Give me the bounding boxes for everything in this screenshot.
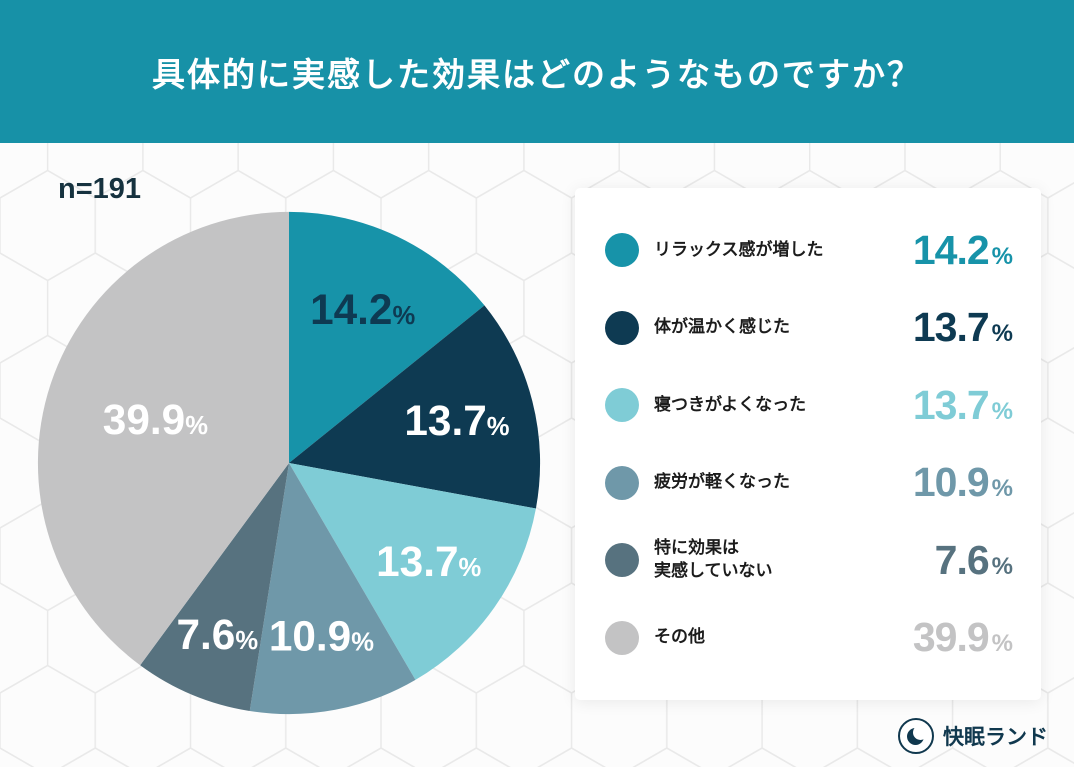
brand-name: 快眠ランド (943, 726, 1048, 749)
header: 具体的に実感した効果はどのようなものですか？ (0, 0, 1074, 143)
pie-slice (289, 305, 541, 509)
legend-value: 7.6% (935, 537, 1013, 584)
legend-color-dot (605, 543, 639, 578)
legend-value-unit: % (991, 552, 1013, 580)
legend-label: リラックス感が増した (654, 239, 824, 259)
chart-area: n=191 14.2% 13.7% 13.7% 10.9% 7.6% 39.9% リラック… (0, 143, 1074, 767)
legend-item: その他 39.9% (605, 614, 1013, 661)
legend-color-dot (605, 620, 639, 655)
pie-slice-label: 10.9% (269, 612, 374, 659)
pie-chart: 14.2%13.7%13.7%10.9%7.6%39.9% (37, 211, 541, 715)
pie-slice-label: 39.9% (103, 396, 208, 443)
legend-label: その他 (654, 627, 705, 647)
legend-value: 10.9% (913, 459, 1013, 506)
brand-footer: 快眠ランド (898, 718, 1048, 754)
legend-item: 寝つきがよくなった 13.7% (605, 382, 1013, 429)
legend-color-dot (605, 233, 639, 268)
legend-item: 疲労が軽くなった 10.9% (605, 459, 1013, 506)
legend-value-unit: % (991, 242, 1013, 270)
pie-slice (37, 211, 289, 666)
legend-card: リラックス感が増した 14.2% 体が温かく感じた 13.7% 寝つきがよくなった 13.… (575, 188, 1041, 700)
pie-slice (289, 463, 536, 680)
legend-item: リラックス感が増した 14.2% (605, 227, 1013, 274)
legend-color-dot (605, 388, 639, 423)
legend-value-number: 13.7 (912, 304, 990, 351)
legend-label: 体が温かく感じた (654, 317, 790, 337)
page-title: 具体的に実感した効果はどのようなものですか？ (152, 55, 922, 93)
sample-size-label: n=191 (58, 173, 142, 205)
pie-slice-label: 14.2% (310, 286, 415, 333)
legend-value: 13.7% (913, 304, 1013, 351)
brand-logo-icon (898, 718, 934, 754)
legend-color-dot (605, 310, 639, 345)
legend-value: 39.9% (913, 614, 1013, 661)
legend-value-number: 10.9 (912, 459, 990, 506)
legend-value: 13.7% (913, 382, 1013, 429)
legend-label: 特に効果は 実感していない (654, 538, 773, 581)
legend-item: 体が温かく感じた 13.7% (605, 304, 1013, 351)
legend-value-number: 7.6 (934, 536, 990, 583)
legend-value-unit: % (991, 630, 1013, 658)
pie-slice (140, 463, 289, 711)
legend-value-number: 13.7 (912, 381, 990, 428)
legend-value-unit: % (991, 475, 1013, 503)
pie-slice-label: 13.7% (376, 538, 481, 585)
legend-value: 14.2% (913, 227, 1013, 274)
legend-item: 特に効果は 実感していない 7.6% (605, 537, 1013, 584)
pie-slice (289, 211, 485, 463)
legend-value-number: 39.9 (912, 614, 990, 661)
legend-label: 疲労が軽くなった (654, 472, 790, 492)
pie-slice (249, 463, 416, 715)
legend-label: 寝つきがよくなった (654, 394, 807, 414)
legend-value-unit: % (991, 397, 1013, 425)
pie-slice-label: 13.7% (404, 397, 509, 444)
legend-color-dot (605, 465, 639, 500)
pie-slice-label: 7.6% (177, 611, 259, 658)
legend-value-unit: % (991, 320, 1013, 348)
legend-value-number: 14.2 (912, 226, 990, 273)
